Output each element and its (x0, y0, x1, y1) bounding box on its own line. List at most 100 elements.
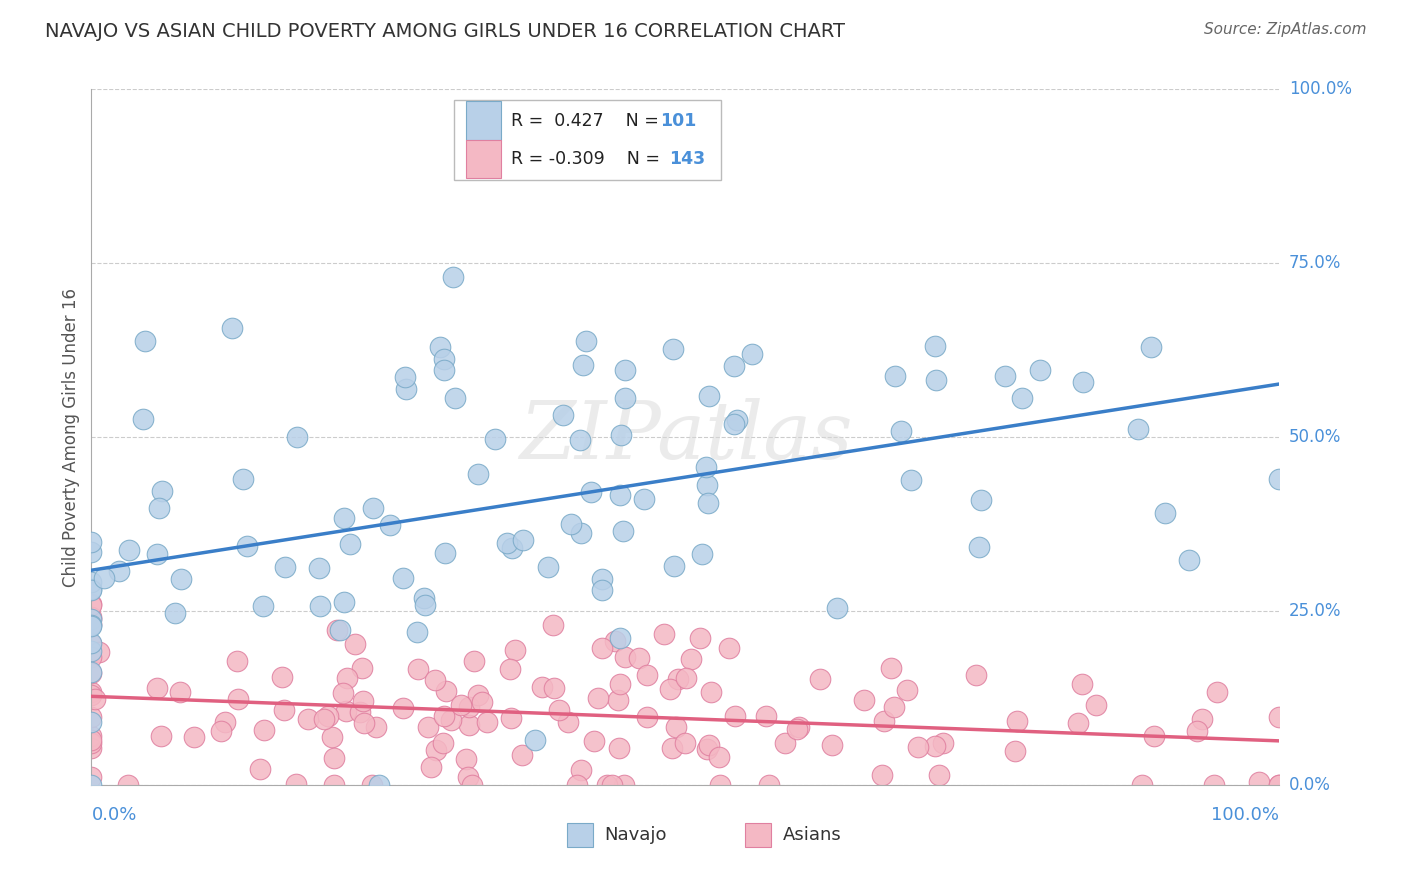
Point (335, 704, 357, 718)
Point (467, 467, 489, 481)
Point (965, 668, 987, 682)
Point (1066, 716, 1088, 731)
Point (378, 518, 401, 533)
Point (821, 739, 844, 753)
Point (609, 677, 631, 691)
Point (636, 710, 658, 724)
Text: Source: ZipAtlas.com: Source: ZipAtlas.com (1204, 22, 1367, 37)
Point (433, 709, 456, 723)
Point (309, 599, 332, 613)
Point (325, 623, 347, 637)
Point (664, 558, 686, 573)
Point (475, 714, 498, 729)
Point (232, 472, 254, 486)
Point (924, 339, 946, 353)
Point (1268, 472, 1291, 486)
Point (896, 682, 918, 697)
Point (880, 661, 903, 675)
Point (610, 428, 633, 442)
Bar (567, 823, 593, 847)
Point (183, 730, 205, 744)
Point (696, 495, 718, 509)
Point (84, 692, 107, 706)
Point (557, 714, 579, 729)
Point (80, 770, 103, 784)
Point (118, 543, 141, 558)
Point (323, 778, 346, 792)
Point (873, 714, 896, 728)
Point (499, 662, 522, 676)
Point (484, 432, 506, 446)
Text: 75.0%: 75.0% (1289, 254, 1341, 272)
Text: 143: 143 (669, 150, 704, 168)
Point (718, 640, 741, 655)
Point (93, 571, 115, 585)
Point (569, 764, 592, 778)
Point (627, 651, 650, 665)
Point (467, 688, 489, 702)
Point (252, 599, 274, 613)
Point (316, 708, 339, 723)
Point (1187, 723, 1209, 738)
Point (690, 547, 713, 561)
Point (471, 694, 494, 708)
Text: 100.0%: 100.0% (1212, 805, 1279, 824)
Point (1005, 714, 1028, 728)
Point (612, 524, 634, 538)
Point (582, 734, 605, 748)
Point (350, 661, 373, 675)
Bar (745, 823, 770, 847)
Point (169, 684, 191, 698)
Point (270, 670, 292, 684)
Point (432, 736, 454, 750)
Point (510, 747, 533, 762)
Point (1268, 778, 1291, 792)
Point (80, 732, 103, 747)
Point (503, 643, 526, 657)
Point (574, 334, 596, 348)
Point (457, 718, 479, 732)
Point (439, 713, 461, 727)
Point (907, 739, 929, 754)
Point (787, 720, 810, 734)
Point (741, 347, 763, 361)
Point (967, 540, 990, 554)
Point (925, 373, 948, 387)
Point (572, 358, 595, 372)
Point (661, 740, 683, 755)
Point (543, 681, 565, 695)
Point (80, 619, 103, 633)
Text: 0.0%: 0.0% (1289, 776, 1331, 794)
Point (463, 654, 485, 668)
Bar (465, 102, 502, 140)
Text: Asians: Asians (783, 826, 842, 844)
Point (501, 711, 523, 725)
Point (588, 690, 610, 705)
Point (80, 736, 103, 750)
Point (679, 652, 702, 666)
Point (285, 776, 308, 790)
Point (461, 778, 484, 792)
Point (432, 351, 454, 366)
Point (131, 412, 153, 426)
Point (900, 473, 922, 487)
Point (80, 688, 103, 702)
Point (416, 720, 439, 734)
Point (329, 623, 352, 637)
Point (297, 713, 319, 727)
Point (537, 560, 560, 574)
Point (367, 778, 389, 792)
Text: Navajo: Navajo (605, 826, 666, 844)
Point (825, 600, 848, 615)
Point (146, 681, 169, 695)
Point (569, 526, 592, 541)
Point (541, 618, 564, 632)
Point (80, 740, 103, 755)
Point (808, 672, 831, 686)
Point (336, 671, 359, 685)
Point (80, 582, 103, 597)
Point (696, 741, 718, 756)
Point (80, 710, 103, 724)
Point (700, 685, 723, 699)
Point (501, 541, 523, 556)
